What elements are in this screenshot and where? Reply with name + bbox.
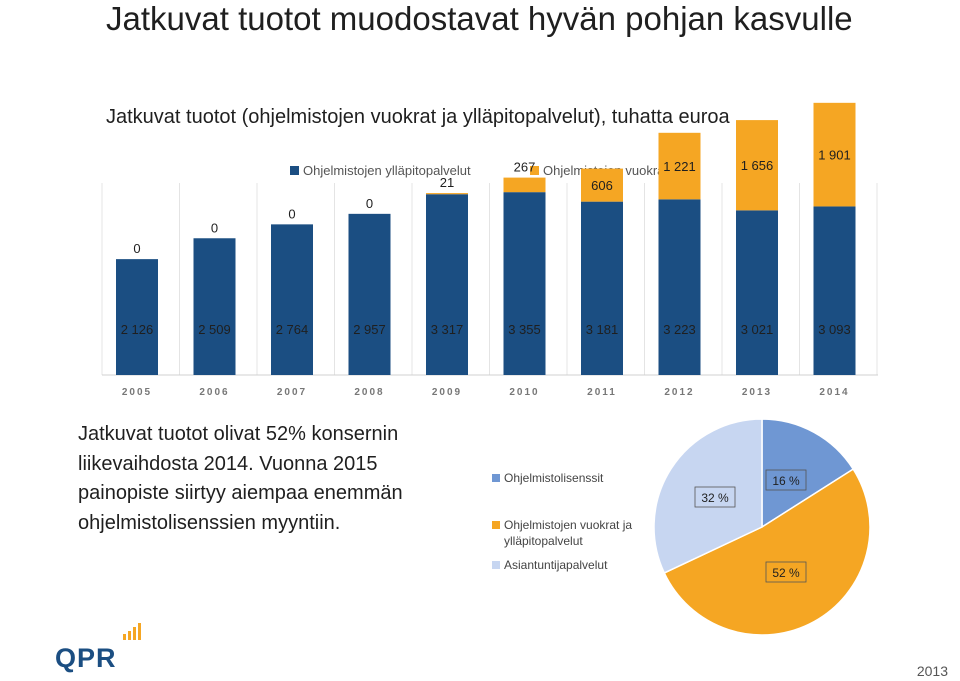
- value-label-rentals-2006: 0: [211, 220, 218, 235]
- legend-swatch-0: [290, 166, 299, 175]
- value-label-maintenance-2012: 3 223: [663, 322, 696, 337]
- bar-maintenance-2012: [658, 199, 701, 375]
- pie-slice-0: [761, 418, 855, 529]
- pie-slice-1: [663, 468, 871, 636]
- value-label-rentals-2012: 1 221: [663, 159, 696, 174]
- x-tick-2005: 2005: [122, 387, 152, 398]
- x-tick-2013: 2013: [742, 387, 772, 398]
- logo-bar-2: [128, 631, 131, 640]
- bar-rentals-2014: [813, 102, 856, 207]
- pie-legend-label-licenses: Ohjelmistolisenssit: [504, 471, 604, 485]
- value-label-maintenance-2006: 2 509: [198, 322, 231, 337]
- value-label-maintenance-2011: 3 181: [586, 322, 619, 337]
- x-tick-2012: 2012: [664, 387, 694, 398]
- bar-maintenance-2007: [271, 224, 313, 375]
- pie-slice-2: [653, 418, 763, 574]
- x-tick-2009: 2009: [432, 387, 462, 398]
- bar-maintenance-2006: [193, 238, 236, 375]
- value-label-maintenance-2005: 2 126: [121, 322, 154, 337]
- pie-legend-item-licenses: Ohjelmistolisenssit: [492, 470, 662, 517]
- pie-legend-label-expert: Asiantuntijapalvelut: [504, 558, 608, 572]
- pie-legend-item-expert: Asiantuntijapalvelut: [492, 557, 662, 573]
- bar-rentals-2010: [503, 177, 546, 193]
- bar-maintenance-2005: [116, 259, 158, 375]
- stacked-bar-chart: Ohjelmistojen ylläpitopalvelutOhjelmisto…: [101, 102, 878, 398]
- logo-text: QPR: [55, 643, 117, 673]
- bar-maintenance-2009: [426, 194, 468, 375]
- value-label-rentals-2014: 1 901: [818, 148, 851, 163]
- bar-rentals-2013: [736, 120, 778, 211]
- value-label-maintenance-2008: 2 957: [353, 322, 386, 337]
- pie-label-2: 32 %: [701, 491, 729, 505]
- x-tick-2007: 2007: [277, 387, 307, 398]
- footer-year: 2013: [916, 663, 948, 679]
- value-label-rentals-2010: 267: [514, 160, 536, 175]
- x-tick-2006: 2006: [199, 387, 229, 398]
- value-label-rentals-2013: 1 656: [741, 158, 774, 173]
- slide-title: Jatkuvat tuotot muodostavat hyvän pohjan…: [106, 0, 853, 37]
- bar-rentals-2011: [581, 168, 623, 202]
- x-tick-2014: 2014: [819, 387, 849, 398]
- pie-label-box-2: [694, 486, 736, 508]
- pie-legend-label-rentals: Ohjelmistojen vuokrat ja ylläpitopalvelu…: [504, 518, 633, 548]
- value-label-maintenance-2007: 2 764: [276, 322, 309, 337]
- bar-rentals-2009: [426, 193, 468, 195]
- bar-maintenance-2011: [581, 201, 623, 375]
- value-label-maintenance-2013: 3 021: [741, 322, 774, 337]
- legend-label-0: Ohjelmistojen ylläpitopalvelut: [303, 163, 471, 178]
- x-tick-2008: 2008: [354, 387, 384, 398]
- value-label-rentals-2011: 606: [591, 178, 613, 193]
- pie-legend-swatch-expert: [492, 561, 500, 569]
- pie-label-0: 16 %: [772, 474, 800, 488]
- value-label-rentals-2005: 0: [133, 241, 140, 256]
- bar-maintenance-2013: [736, 210, 778, 375]
- x-tick-2010: 2010: [509, 387, 539, 398]
- pie-legend: Ohjelmistolisenssit Ohjelmistojen vuokra…: [492, 470, 662, 573]
- logo-bar-4: [138, 623, 141, 640]
- pie-label-box-0: [765, 469, 807, 491]
- value-label-maintenance-2010: 3 355: [508, 322, 541, 337]
- chart-subtitle: Jatkuvat tuotot (ohjelmistojen vuokrat j…: [106, 106, 730, 128]
- logo-bar-1: [123, 634, 126, 640]
- bar-maintenance-2008: [348, 213, 391, 375]
- bar-rentals-2012: [658, 132, 701, 200]
- value-label-maintenance-2009: 3 317: [431, 322, 464, 337]
- pie-legend-item-rentals: Ohjelmistojen vuokrat ja ylläpitopalvelu…: [492, 517, 662, 557]
- summary-paragraph: Jatkuvat tuotot olivat 52% konsernin lii…: [78, 423, 403, 534]
- x-tick-2011: 2011: [587, 387, 617, 398]
- value-label-rentals-2007: 0: [288, 206, 295, 221]
- pie-legend-swatch-rentals: [492, 521, 500, 529]
- legend-swatch-1: [530, 166, 539, 175]
- value-label-rentals-2008: 0: [366, 196, 373, 211]
- bar-maintenance-2014: [813, 206, 856, 375]
- pie-label-1: 52 %: [772, 566, 800, 580]
- qpr-logo: QPR: [55, 623, 155, 673]
- bar-maintenance-2010: [503, 192, 546, 375]
- pie-legend-swatch-licenses: [492, 474, 500, 482]
- pie-label-box-1: [765, 561, 807, 583]
- value-label-maintenance-2014: 3 093: [818, 322, 851, 337]
- logo-bar-3: [133, 627, 136, 640]
- value-label-rentals-2009: 21: [440, 175, 454, 190]
